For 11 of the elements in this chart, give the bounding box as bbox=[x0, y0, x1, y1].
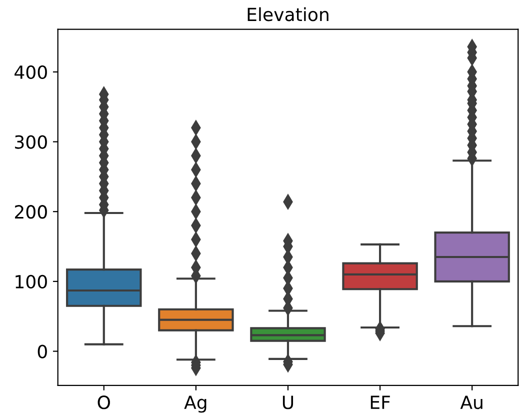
y-tick-label: 100 bbox=[16, 274, 47, 289]
chart-title: Elevation bbox=[248, 7, 328, 22]
y-tick-label: 400 bbox=[14, 65, 47, 80]
x-tick-label: EF bbox=[370, 396, 390, 409]
x-tick-label: O bbox=[98, 396, 110, 410]
y-tick-label: 300 bbox=[15, 135, 47, 149]
y-tick-label: 0 bbox=[38, 344, 47, 358]
x-tick-label: Ag bbox=[184, 396, 206, 413]
x-tick-label: U bbox=[282, 396, 294, 410]
x-tick-label: Au bbox=[460, 396, 482, 410]
y-tick-label: 200 bbox=[14, 205, 47, 219]
